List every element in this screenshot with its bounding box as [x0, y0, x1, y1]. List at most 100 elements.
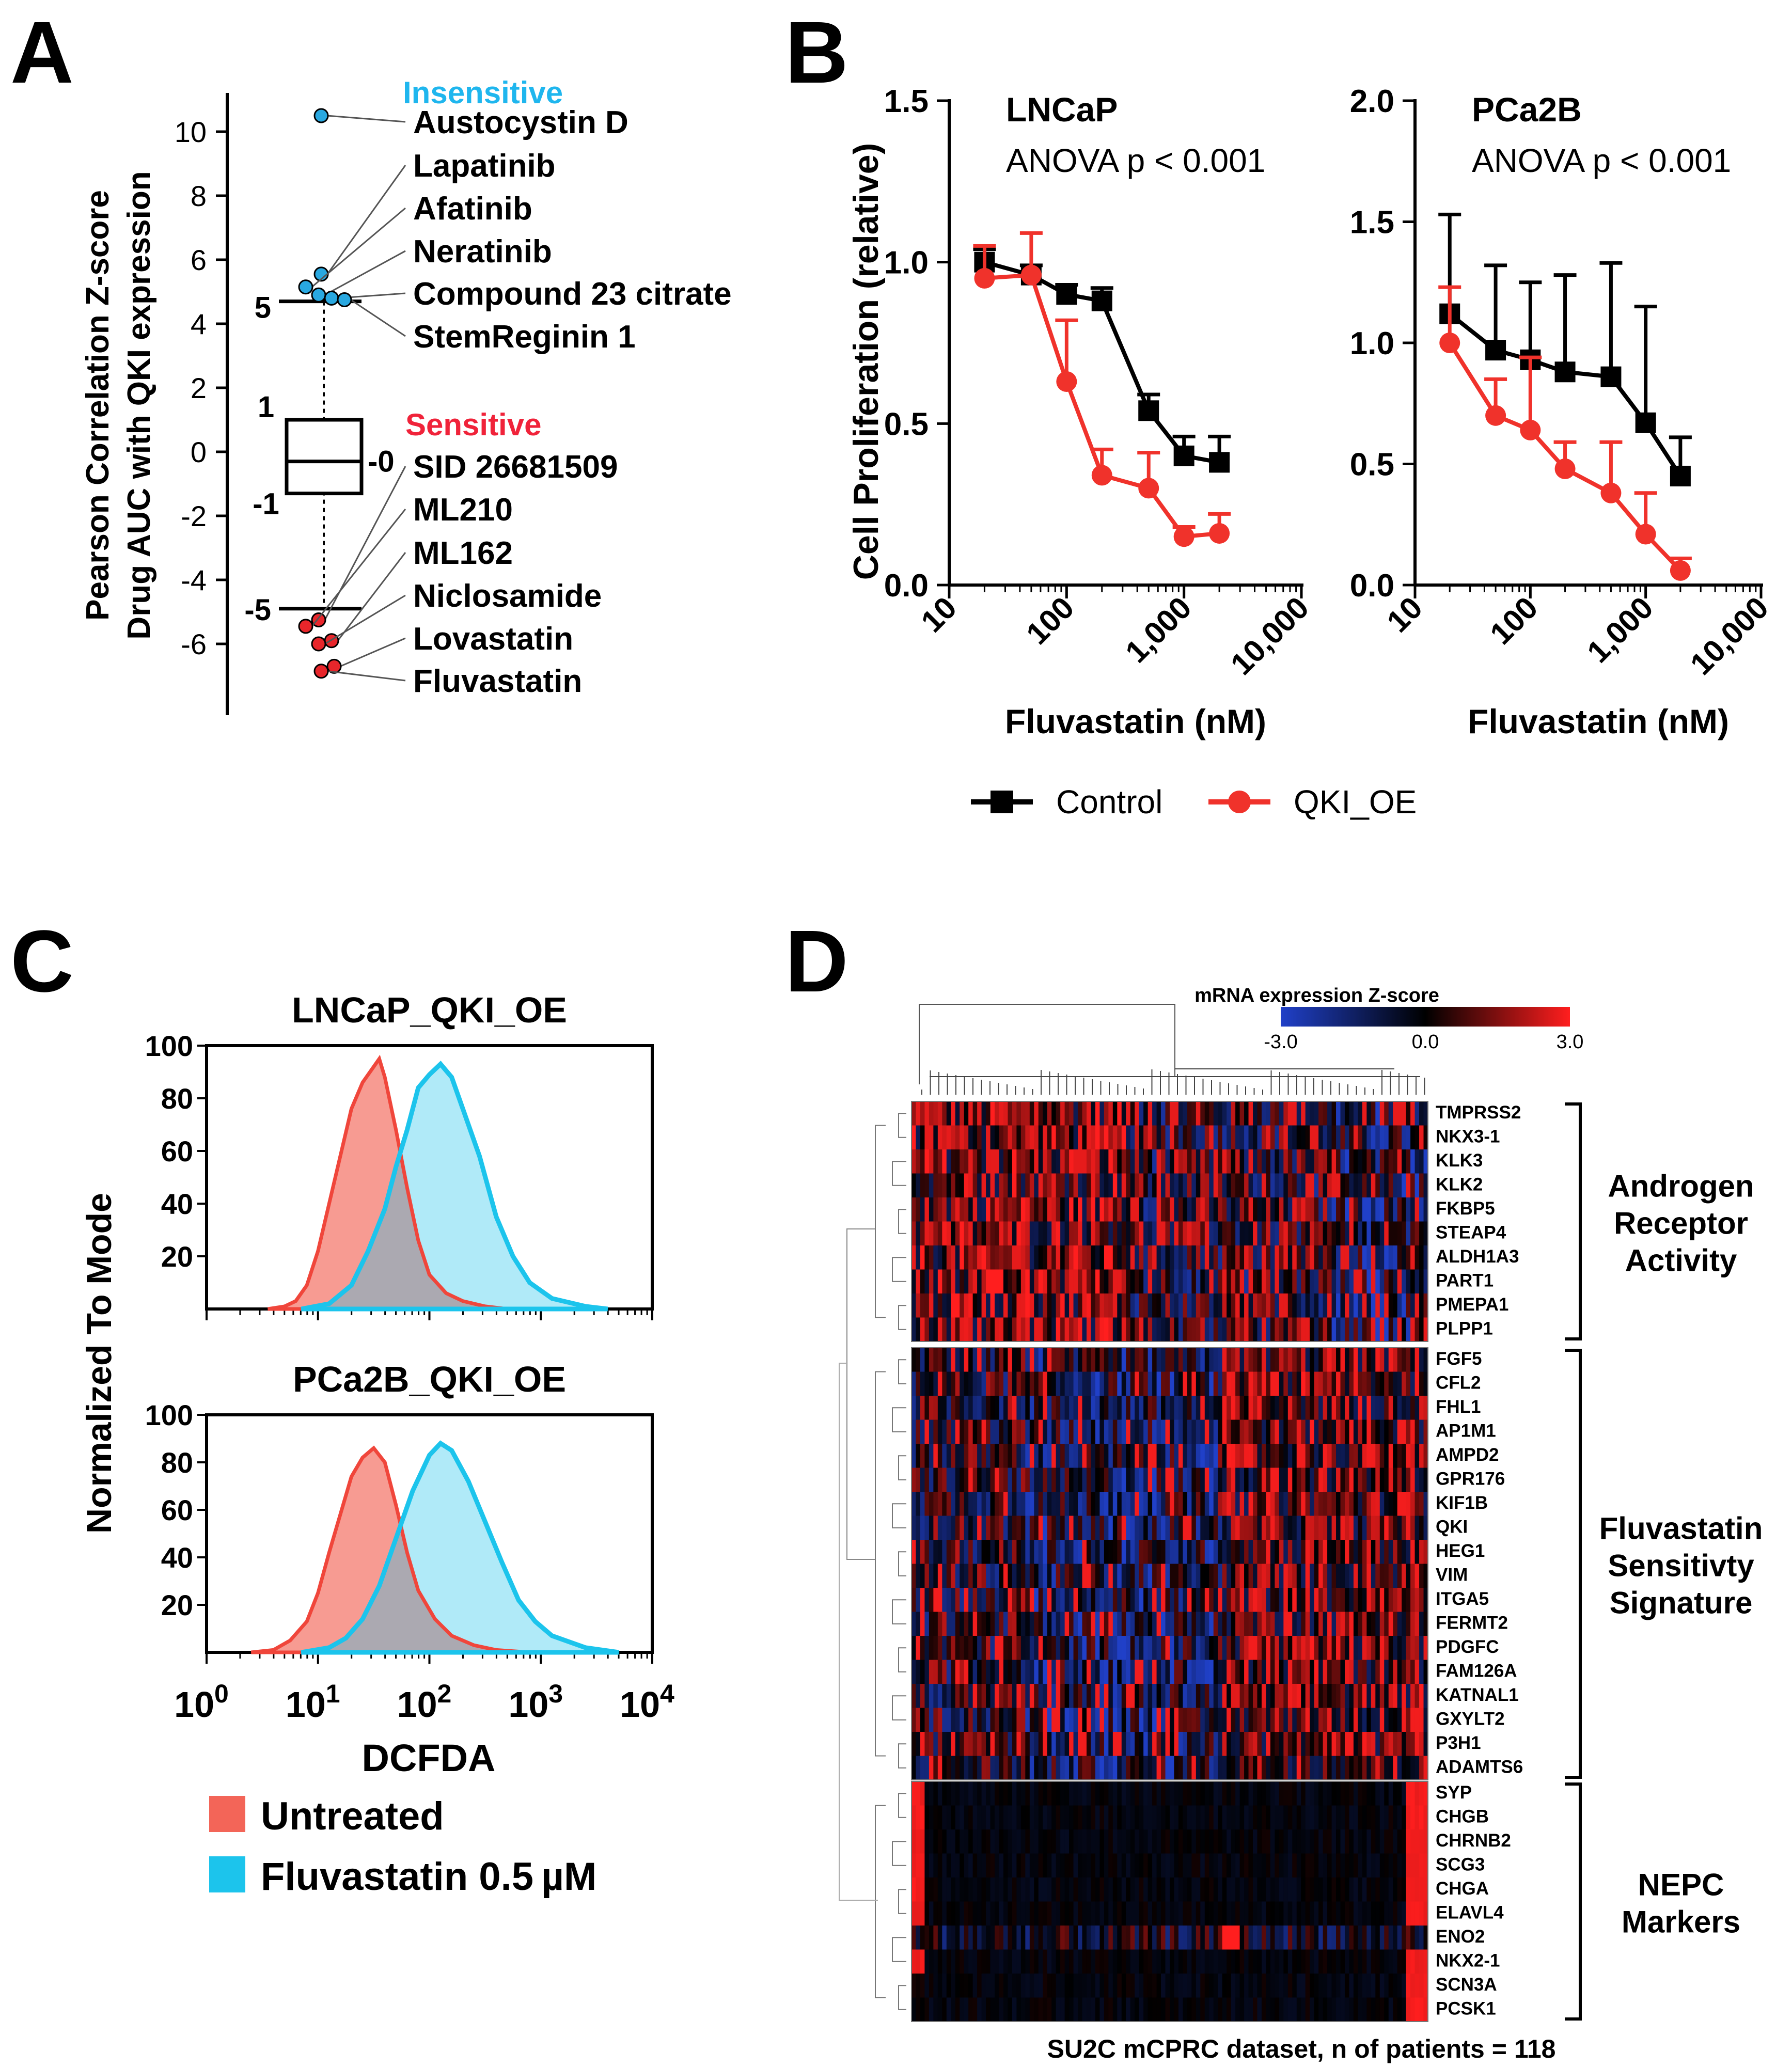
heatmap-cell [1209, 1492, 1214, 1516]
heatmap-cell [1174, 1245, 1179, 1270]
heatmap-cell [1283, 1877, 1288, 1902]
heatmap-cell [1283, 1756, 1288, 1780]
heatmap-cell [1244, 1125, 1249, 1150]
heatmap-cell [1156, 1221, 1161, 1246]
heatmap-cell [1353, 1732, 1358, 1756]
heatmap-cell [1410, 1317, 1416, 1342]
heatmap-cell [1209, 1173, 1214, 1198]
heatmap-cell [942, 1419, 947, 1444]
heatmap-cell [1086, 1684, 1092, 1708]
heatmap-cell [960, 1877, 965, 1902]
heatmap-cell [1419, 1564, 1424, 1588]
heatmap-row [911, 1125, 1428, 1150]
heatmap-cell [920, 1926, 925, 1950]
heatmap-cell [1410, 1371, 1416, 1396]
heatmap-cell [960, 1829, 965, 1854]
heatmap-cell [916, 1949, 921, 1974]
heatmap-cell [1165, 1756, 1170, 1780]
heatmap-cell [1314, 1588, 1319, 1612]
heatmap-cell [1121, 1926, 1126, 1950]
heatmap-cell [924, 1468, 930, 1492]
heatmap-cell [1029, 1125, 1034, 1150]
heatmap-cell [955, 1805, 960, 1830]
heatmap-cell [968, 1949, 973, 1974]
heatmap-cell [942, 1949, 947, 1974]
heatmap-cell [1078, 1588, 1083, 1612]
heatmap-cell [1235, 1901, 1240, 1926]
heatmap-cell [1318, 1516, 1324, 1540]
heatmap-cell [986, 1853, 991, 1878]
heatmap-cell [942, 1781, 947, 1806]
heatmap-cell [1161, 1419, 1166, 1444]
heatmap-cell [929, 1684, 934, 1708]
heatmap-cell [1270, 1149, 1275, 1174]
heatmap-cell [1358, 1371, 1363, 1396]
heatmap-cell [1156, 1317, 1161, 1342]
heatmap-cell [1327, 1684, 1332, 1708]
heatmap-cell [1112, 1588, 1118, 1612]
heatmap-cell [1340, 1348, 1345, 1372]
heatmap-cell [1130, 1396, 1135, 1420]
heatmap-cell [1012, 1444, 1017, 1468]
heatmap-cell [1156, 1901, 1161, 1926]
heatmap-cell [937, 1269, 942, 1294]
heatmap-cell [986, 1245, 991, 1270]
heatmap-cell [1200, 1444, 1205, 1468]
heatmap-cell [1196, 1732, 1201, 1756]
heatmap-cell [1082, 1468, 1087, 1492]
heatmap-cell [1112, 1396, 1118, 1420]
heatmap-cell [1318, 1101, 1324, 1126]
heatmap-cell [1086, 1396, 1092, 1420]
heatmap-cell [1253, 1684, 1258, 1708]
heatmap-cell [955, 1444, 960, 1468]
heatmap-cell [1336, 1101, 1341, 1126]
heatmap-cell [1121, 1564, 1126, 1588]
heatmap-cell [1108, 1516, 1113, 1540]
heatmap-cell [1121, 1269, 1126, 1294]
heatmap-cell [1275, 1732, 1280, 1756]
heatmap-cell [1029, 1660, 1034, 1684]
heatmap-cell [1056, 1926, 1061, 1950]
heatmap-cell [937, 1805, 942, 1830]
heatmap-cell [1275, 1781, 1280, 1806]
heatmap-cell [1104, 1949, 1109, 1974]
panel-c-xtick-label: 101 [286, 1679, 340, 1725]
heatmap-cell [1349, 1949, 1354, 1974]
heatmap-cell [1108, 1877, 1113, 1902]
heatmap-cell [1283, 1829, 1288, 1854]
heatmap-cell [981, 1348, 986, 1372]
heatmap-cell [1130, 1173, 1135, 1198]
heatmap-cell [977, 1444, 982, 1468]
heatmap-cell [1414, 1293, 1420, 1318]
heatmap-cell [1174, 1371, 1179, 1396]
heatmap-cell [1257, 1949, 1262, 1974]
heatmap-cell [1423, 1926, 1428, 1950]
heatmap-cell [1327, 1293, 1332, 1318]
heatmap-cell [1064, 1588, 1070, 1612]
heatmap-cell [1020, 1853, 1026, 1878]
panel-b-control-point [1600, 366, 1622, 387]
heatmap-cell [1248, 1636, 1253, 1660]
heatmap-cell [977, 1317, 982, 1342]
heatmap-cell [1327, 1197, 1332, 1222]
heatmap-cell [1349, 1564, 1354, 1588]
heatmap-cell [924, 1101, 930, 1126]
heatmap-cell [1248, 1926, 1253, 1950]
panel-c-treated-fill [301, 1443, 619, 1652]
heatmap-cell [1099, 1684, 1105, 1708]
heatmap-cell [1121, 1853, 1126, 1878]
heatmap-cell [1318, 1197, 1324, 1222]
heatmap-cell [981, 1293, 986, 1318]
heatmap-cell [1196, 1221, 1201, 1246]
heatmap-cell [1091, 1125, 1096, 1150]
heatmap-cell [1270, 1660, 1275, 1684]
heatmap-cell [1082, 1926, 1087, 1950]
heatmap-cell [1082, 1805, 1087, 1830]
heatmap-cell [986, 1636, 991, 1660]
heatmap-cell [1336, 1926, 1341, 1950]
heatmap-cell [1170, 1829, 1175, 1854]
heatmap-cell [1130, 1877, 1135, 1902]
heatmap-cell [1353, 1371, 1358, 1396]
heatmap-cell [1393, 1101, 1398, 1126]
heatmap-cell [1371, 1901, 1376, 1926]
